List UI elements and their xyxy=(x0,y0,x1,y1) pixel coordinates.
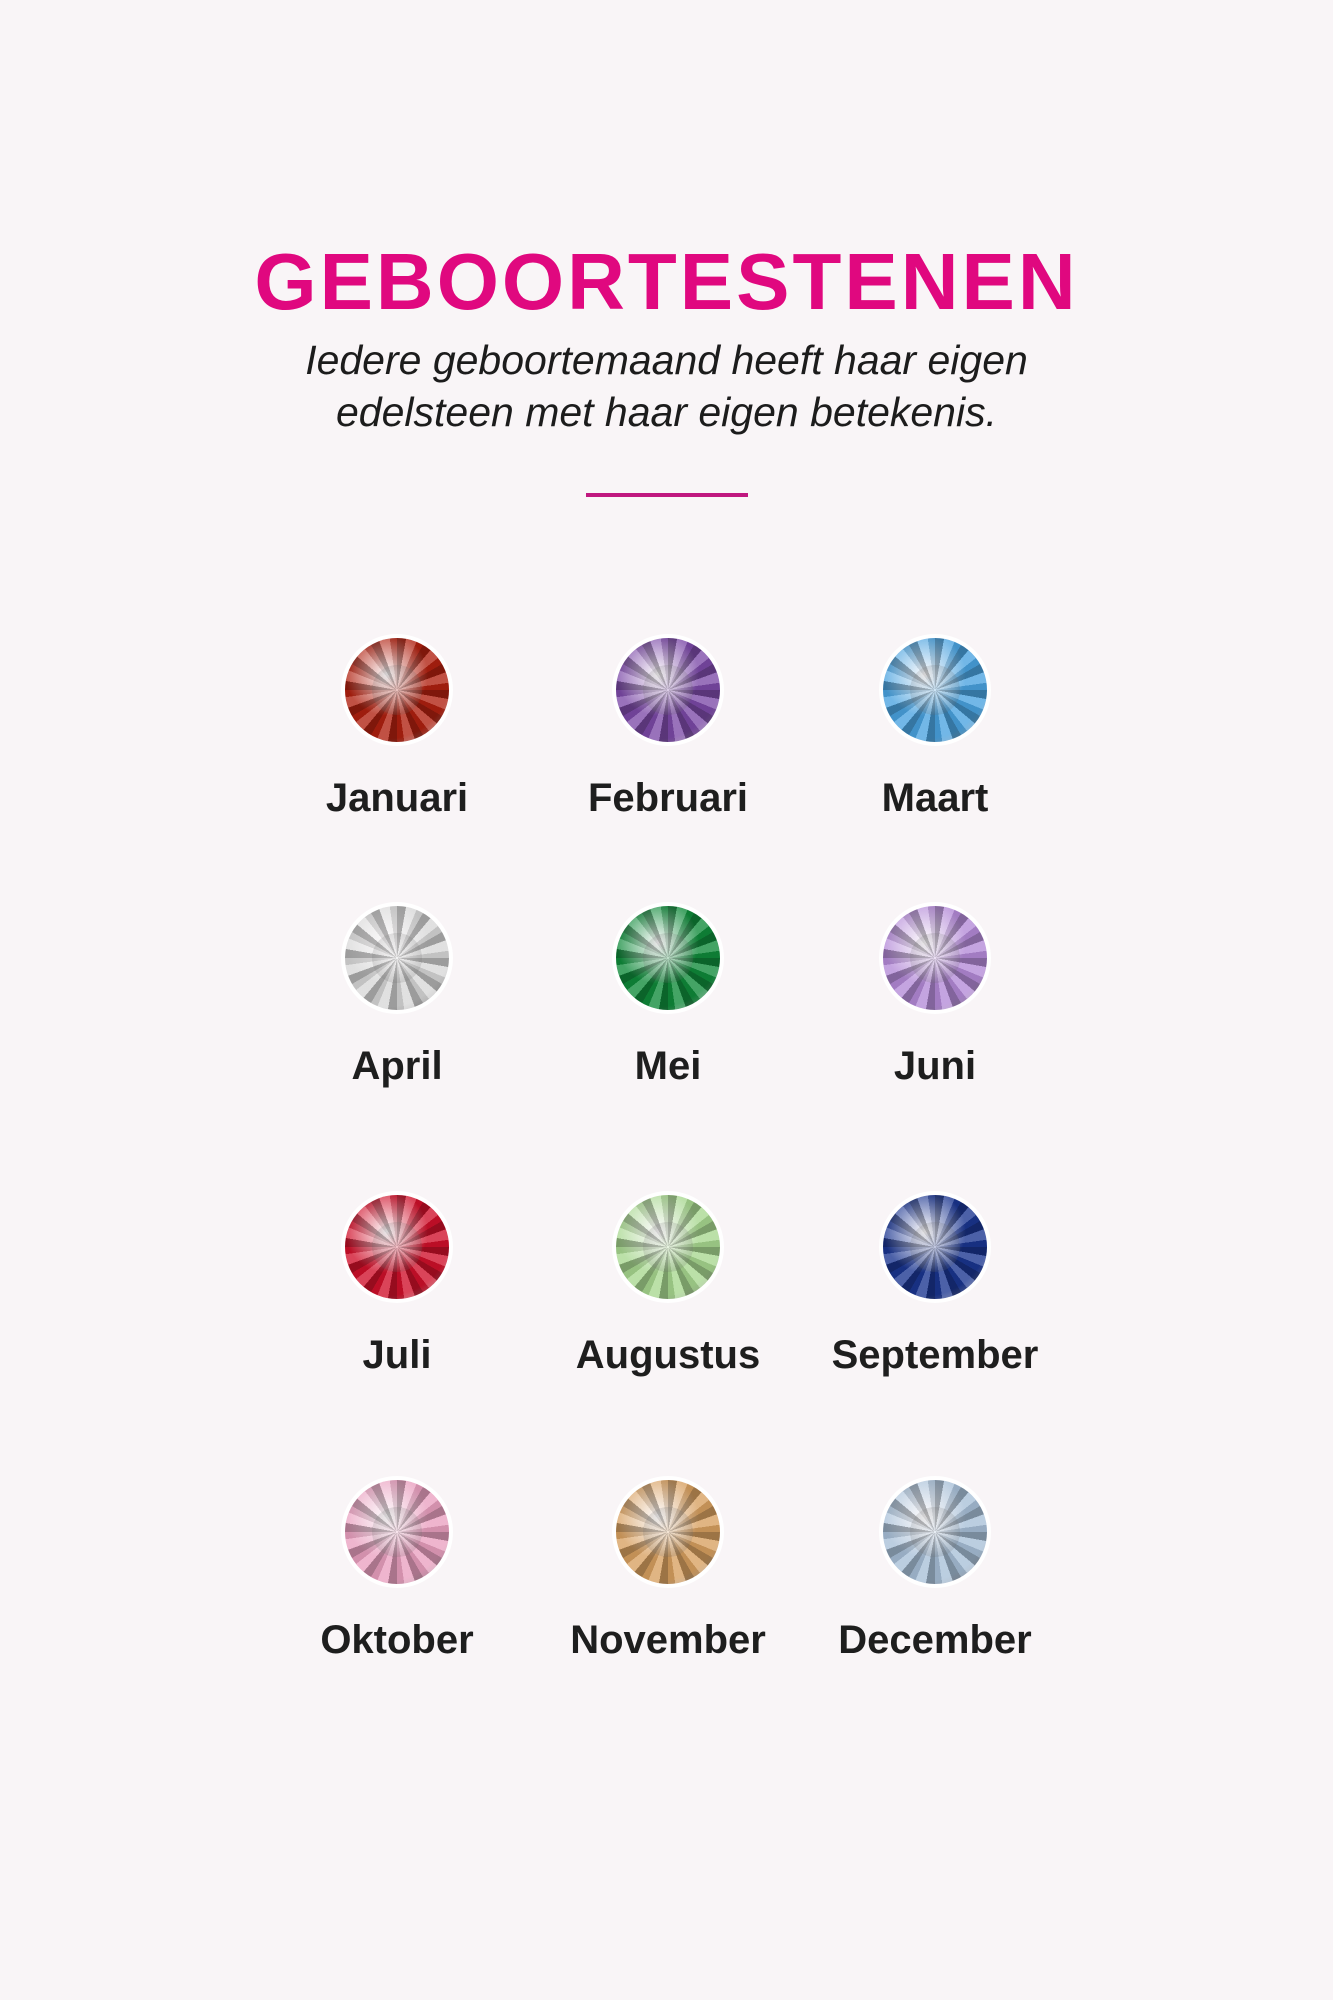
month-label: Februari xyxy=(587,776,749,820)
month-label: September xyxy=(831,1333,1039,1377)
birthstone-item: Januari xyxy=(267,638,527,821)
gemstone-icon xyxy=(345,1480,449,1584)
birthstone-item: April xyxy=(267,906,527,1089)
gemstone-icon xyxy=(345,906,449,1010)
birthstone-item: November xyxy=(538,1480,798,1663)
month-label: November xyxy=(570,1618,766,1662)
month-label: Augustus xyxy=(575,1333,761,1377)
gemstone-icon xyxy=(883,638,987,742)
birthstone-item: September xyxy=(805,1195,1065,1378)
birthstone-item: Oktober xyxy=(267,1480,527,1663)
birthstone-item: December xyxy=(805,1480,1065,1663)
subtitle-line-1: Iedere geboortemaand heeft haar eigen xyxy=(305,337,1028,383)
gemstone-icon xyxy=(883,1480,987,1584)
gemstone-icon xyxy=(883,1195,987,1299)
month-label: Mei xyxy=(634,1044,702,1088)
month-label: Oktober xyxy=(320,1618,474,1662)
gemstone-icon xyxy=(616,1195,720,1299)
gemstone-icon xyxy=(345,1195,449,1299)
gemstone-icon xyxy=(616,906,720,1010)
birthstone-item: Juni xyxy=(805,906,1065,1089)
month-label: Maart xyxy=(881,776,989,820)
gemstone-icon xyxy=(616,638,720,742)
birthstone-item: Mei xyxy=(538,906,798,1089)
subtitle-line-2: edelsteen met haar eigen betekenis. xyxy=(335,389,997,435)
gemstone-icon xyxy=(616,1480,720,1584)
gemstone-icon xyxy=(345,638,449,742)
birthstone-item: Maart xyxy=(805,638,1065,821)
month-label: December xyxy=(838,1618,1032,1662)
month-label: Januari xyxy=(325,776,469,820)
birthstone-item: Augustus xyxy=(538,1195,798,1378)
month-label: Juli xyxy=(362,1333,432,1377)
month-label: Juni xyxy=(893,1044,977,1088)
month-label: April xyxy=(351,1044,443,1088)
birthstone-item: Februari xyxy=(538,638,798,821)
birthstone-item: Juli xyxy=(267,1195,527,1378)
divider xyxy=(586,493,748,497)
subtitle: Iedere geboortemaand heeft haar eigen ed… xyxy=(0,334,1333,438)
page-title: GEBOORTESTENEN xyxy=(254,237,1079,326)
gemstone-icon xyxy=(883,906,987,1010)
